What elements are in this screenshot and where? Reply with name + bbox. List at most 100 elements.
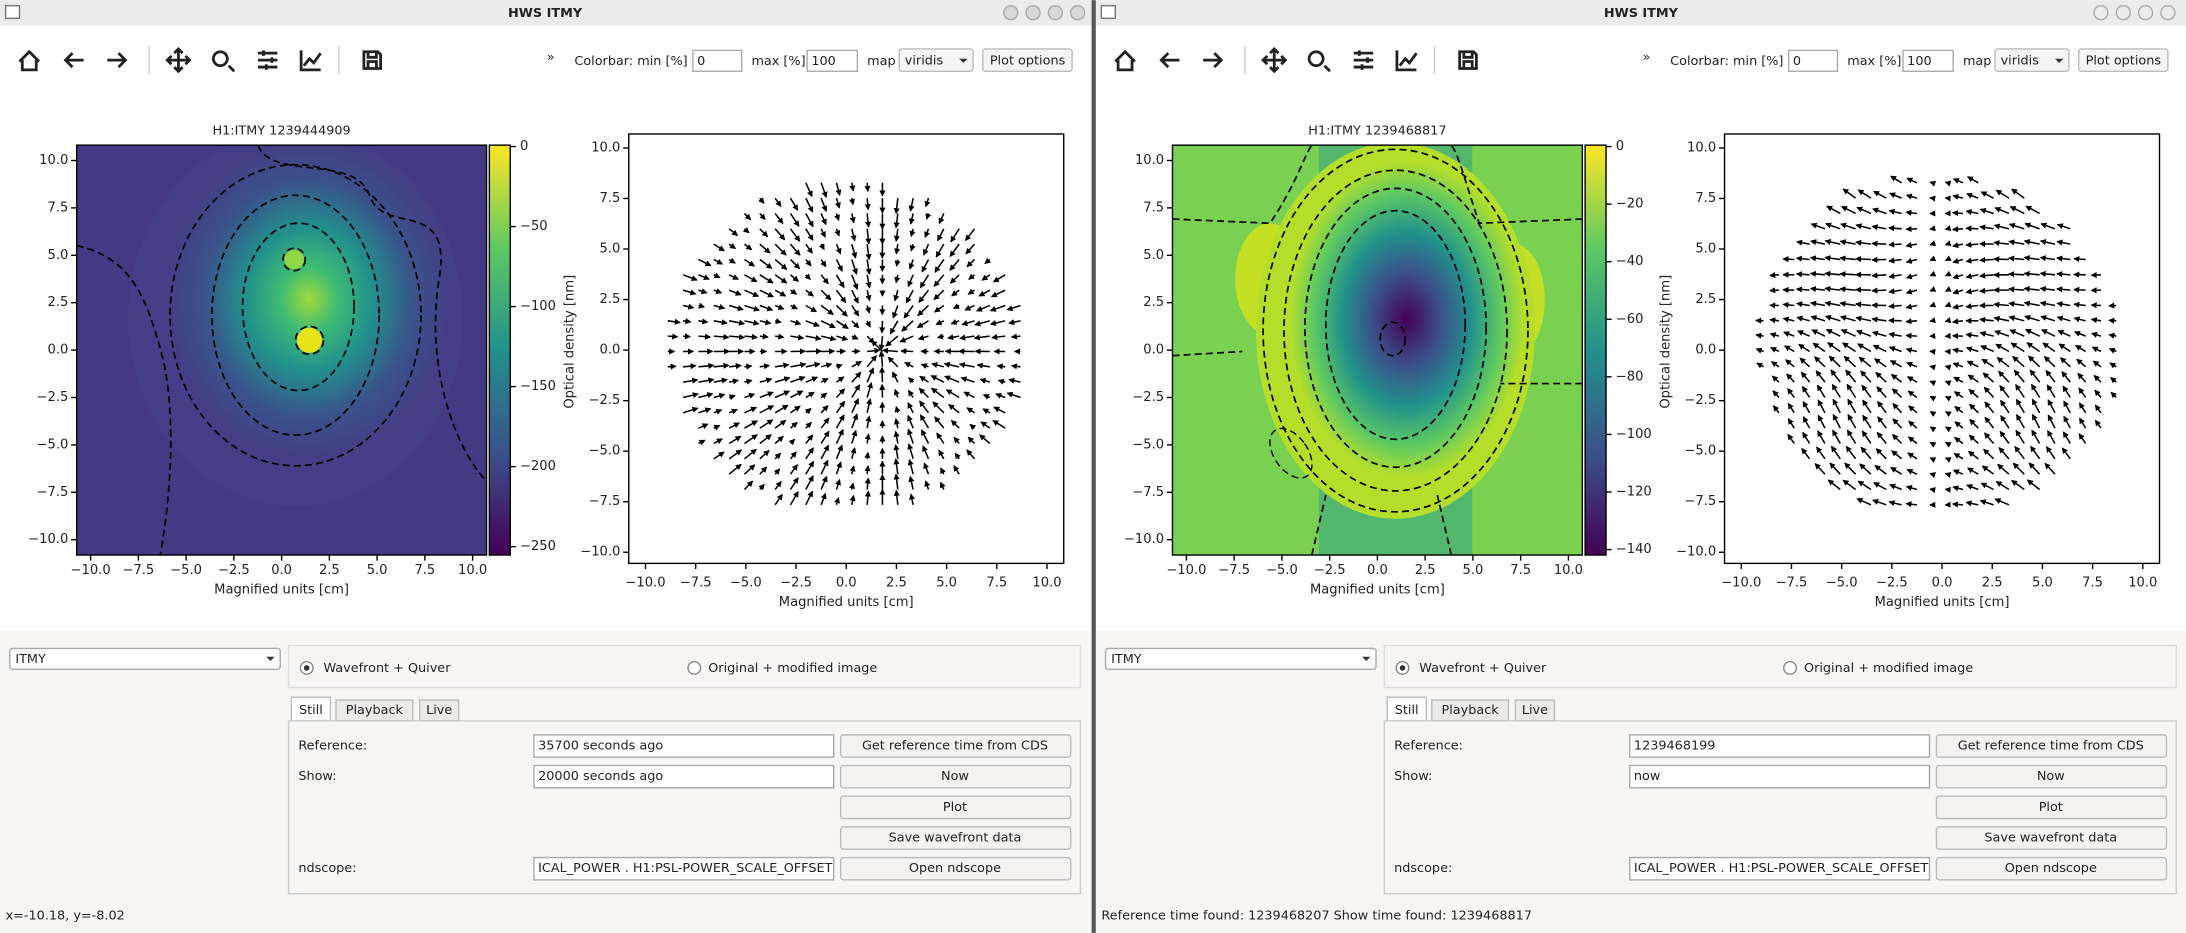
quiver-arrow: [2040, 329, 2056, 337]
quiver-arrow: [759, 434, 772, 445]
button[interactable]: [839, 856, 1072, 881]
map-select[interactable]: [1994, 48, 2070, 72]
button[interactable]: [1935, 764, 2168, 789]
heatmap-image: [1172, 145, 1583, 556]
x-tick-label: 7.5: [986, 575, 1007, 590]
window-button[interactable]: [2137, 5, 2154, 21]
colorbar-min-label: Colorbar: min [%]: [1670, 54, 1783, 69]
quiver-arrow: [2008, 315, 2025, 322]
quiver-arrow: [1857, 480, 1872, 491]
toolbar-button[interactable]: [362, 50, 382, 70]
text-input[interactable]: [1629, 764, 1931, 789]
quiver-arrow: [836, 335, 849, 341]
button[interactable]: [839, 795, 1072, 820]
quiver-arrow: [851, 320, 860, 329]
quiver-arrow: [1993, 223, 2010, 230]
quiver-arrow: [1770, 347, 1780, 353]
quiver-arrow: [1755, 332, 1764, 339]
quiver-arrow: [2016, 413, 2025, 429]
window-button[interactable]: [1069, 5, 1086, 21]
quiver-arrow: [698, 288, 708, 295]
quiver-arrow: [2061, 371, 2071, 383]
toolbar-button[interactable]: [257, 50, 278, 70]
quiver-arrow: [1929, 301, 1937, 308]
toolbar-button[interactable]: [211, 50, 236, 73]
toolbar-button[interactable]: [1261, 46, 1288, 74]
toolbar-button[interactable]: [1458, 50, 1478, 70]
button[interactable]: [1935, 795, 2168, 820]
quiver-arrow: [1824, 238, 1841, 245]
max-input[interactable]: [806, 49, 859, 72]
quiver-arrow: [1951, 501, 1964, 508]
quiver-arrow: [1999, 430, 2010, 444]
quiver-arrow: [1979, 224, 1994, 231]
quiver-arrow: [790, 303, 798, 310]
quiver-arrow: [698, 333, 712, 340]
quiver-arrow: [713, 319, 728, 326]
quiver-arrow: [992, 419, 1006, 429]
toolbar-button[interactable]: [1353, 50, 1374, 70]
quiver-arrow: [2015, 383, 2025, 398]
quiver-arrow: [1965, 288, 1979, 295]
button[interactable]: [839, 764, 1072, 789]
toolbar-button[interactable]: [1159, 52, 1180, 69]
quiver-arrow: [1907, 390, 1918, 399]
quiver-arrow: [2056, 315, 2071, 322]
text-input[interactable]: [1629, 856, 1931, 881]
map-select[interactable]: [898, 48, 974, 72]
text-input[interactable]: [533, 734, 835, 758]
text-input[interactable]: [533, 764, 835, 789]
quiver-arrow: [1966, 467, 1979, 475]
quiver-arrow: [1907, 436, 1918, 445]
max-input[interactable]: [1902, 49, 1954, 72]
window-button[interactable]: [2115, 5, 2131, 21]
toolbar-button[interactable]: [18, 49, 41, 72]
y-tick-label: 5.0: [1143, 248, 1164, 263]
quiver-arrow: [835, 363, 843, 370]
quiver-arrow: [759, 304, 774, 312]
button[interactable]: [1935, 856, 2168, 881]
window-button[interactable]: [2160, 5, 2176, 21]
toolbar-button[interactable]: [165, 46, 192, 74]
quiver-arrow: [2047, 414, 2056, 429]
quiver-arrow: [1847, 398, 1857, 414]
toolbar-button[interactable]: [107, 52, 128, 69]
quiver-arrow: [865, 415, 872, 429]
text-input[interactable]: [1629, 734, 1931, 758]
window-button[interactable]: [1047, 5, 1064, 21]
toolbar-button[interactable]: [1307, 50, 1331, 73]
button[interactable]: [1935, 826, 2168, 850]
window-button[interactable]: [2093, 5, 2109, 21]
selector[interactable]: [9, 647, 281, 671]
button[interactable]: [1935, 734, 2168, 758]
button[interactable]: [839, 826, 1072, 850]
quiver-arrow: [1968, 388, 1979, 399]
quiver-arrow: [1840, 329, 1856, 337]
toolbar-button[interactable]: [1114, 49, 1136, 72]
plot-options-button[interactable]: [2077, 48, 2169, 72]
radio-button[interactable]: [1783, 660, 1798, 675]
quiver-arrow: [1824, 255, 1841, 262]
toolbar-button[interactable]: [1203, 52, 1224, 69]
min-input[interactable]: [692, 49, 743, 72]
button[interactable]: [839, 734, 1072, 758]
quiver-arrow: [959, 334, 975, 341]
quiver-arrow: [698, 362, 715, 369]
toolbar-button[interactable]: [63, 52, 84, 69]
quiver-arrow: [2062, 431, 2071, 444]
quiver-arrow: [1998, 446, 2010, 460]
quiver-arrow: [893, 418, 900, 429]
toolbar-button[interactable]: [299, 50, 322, 72]
quiver-arrow: [1984, 416, 1995, 429]
text-input[interactable]: [533, 856, 835, 881]
quiver-arrow: [820, 417, 830, 429]
min-input[interactable]: [1787, 49, 1839, 72]
toolbar-button[interactable]: [1395, 50, 1418, 72]
window-button[interactable]: [1025, 5, 1041, 21]
radio-button[interactable]: [687, 660, 702, 675]
selector[interactable]: [1104, 647, 1377, 671]
quiver-arrow: [2056, 286, 2071, 293]
window-button[interactable]: [1003, 5, 1019, 21]
quiver-arrow: [867, 347, 881, 354]
plot-options-button[interactable]: [982, 48, 1073, 72]
